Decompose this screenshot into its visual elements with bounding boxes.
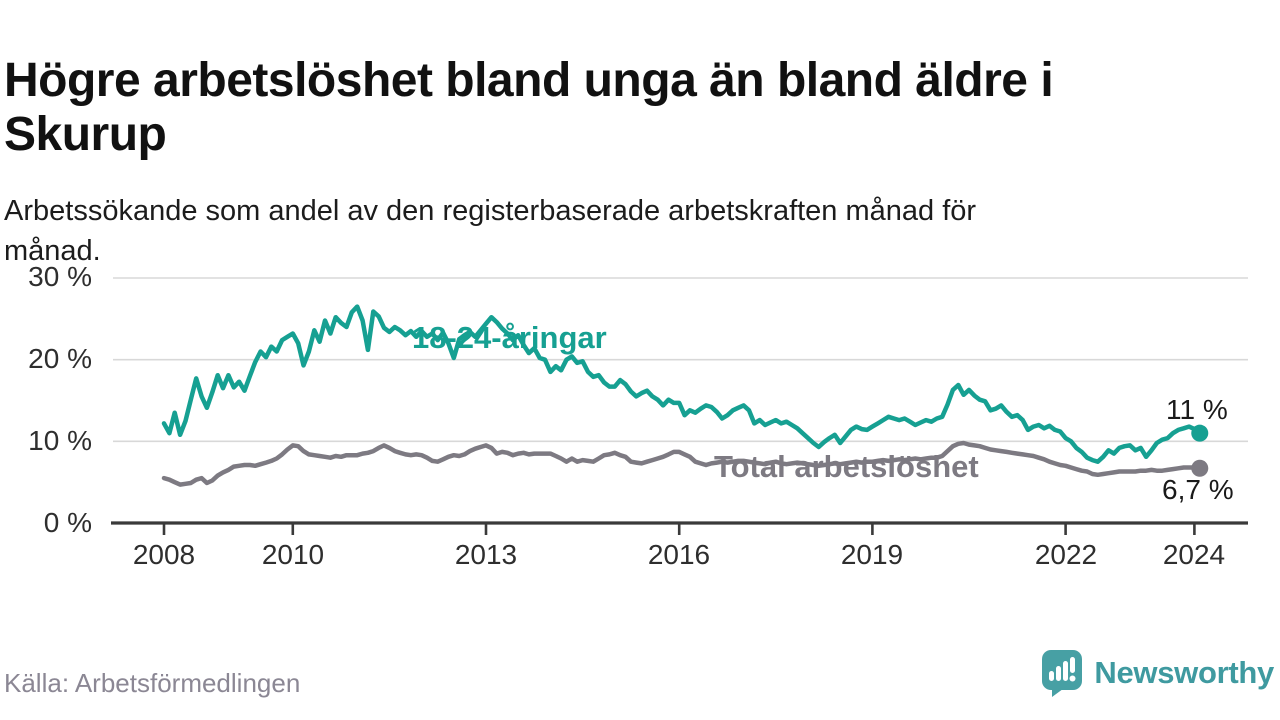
y-axis-tick-label: 10 %: [28, 425, 92, 456]
newsworthy-logo: Newsworthy: [1040, 648, 1274, 698]
newsworthy-icon: [1042, 650, 1083, 697]
x-axis-tick-label: 2019: [840, 539, 904, 570]
page-subtitle: Arbetssökande som andel av den registerb…: [4, 195, 977, 267]
end-value-label-young: 11 %: [1166, 394, 1228, 425]
y-axis-tick-label: 30 %: [28, 261, 92, 292]
source-note: Källa: Arbetsförmedlingen: [4, 668, 301, 698]
newsworthy-wordmark: Newsworthy: [1094, 655, 1274, 690]
x-axis-tick-label: 2013: [454, 539, 518, 570]
y-axis-tick-label: 0 %: [43, 507, 92, 538]
series-label-total: Total arbetslöshet: [714, 449, 979, 484]
series-label-young: 18-24-åringar: [412, 320, 607, 355]
x-axis-tick-label: 2022: [1034, 539, 1098, 570]
x-axis-tick-label: 2010: [261, 539, 325, 570]
y-axis-tick-label: 20 %: [28, 343, 92, 374]
end-value-label-total: 6,7 %: [1162, 474, 1234, 505]
x-axis-tick-label: 2008: [132, 539, 196, 570]
page-title: Högre arbetslöshet bland unga än bland ä…: [4, 54, 1054, 162]
x-axis-tick-label: 2024: [1162, 539, 1226, 570]
x-axis-tick-label: 2016: [647, 539, 711, 570]
